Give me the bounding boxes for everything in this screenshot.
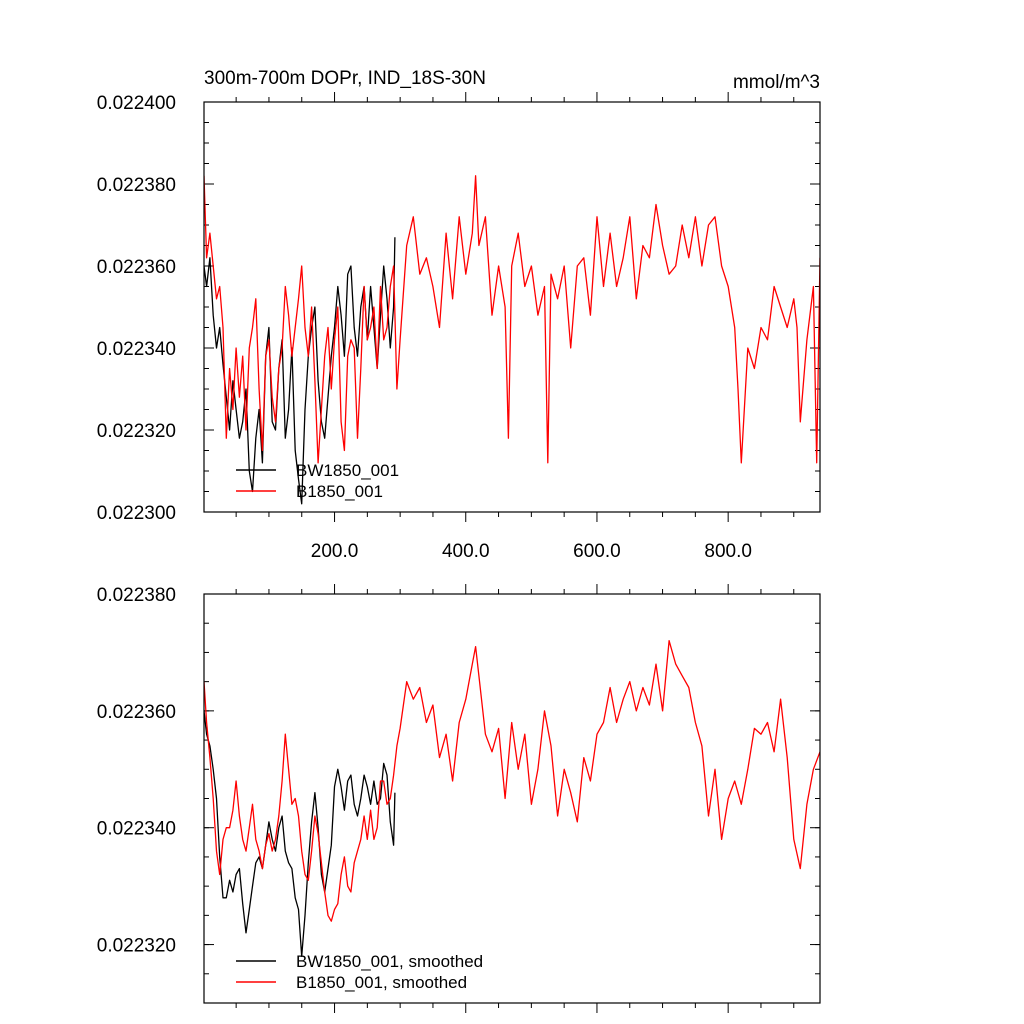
x-tick-label: 200.0 <box>311 541 359 562</box>
y-tick-label: 0.022380 <box>97 175 176 196</box>
legend-label: B1850_001 <box>296 482 383 501</box>
top-minor-ticks <box>204 101 820 513</box>
series-line-b1850-001 <box>204 175 820 464</box>
legend-label: BW1850_001 <box>296 461 399 480</box>
y-tick-label: 0.022400 <box>97 93 176 114</box>
bottom-y-ticks: 0.022320 0.022340 0.022360 0.022380 <box>97 585 820 957</box>
y-tick-label: 0.022320 <box>97 936 176 957</box>
x-tick-label: 800.0 <box>704 541 752 562</box>
top-y-ticks: 0.022300 0.022320 0.022340 0.022360 0.022380… <box>97 93 820 524</box>
top-panel: 300m-700m DOPr, IND_18S-30N mmol/m^3 0.0… <box>97 68 821 562</box>
top-x-ticks: 200.0 400.0 600.0 800.0 <box>235 92 795 562</box>
y-tick-label: 0.022340 <box>97 819 176 840</box>
bottom-plot-frame <box>203 593 821 1004</box>
bottom-panel: 0.022320 0.022340 0.022360 0.022380 BW1850_… <box>97 584 821 1013</box>
series-line-b1850-001-smoothed <box>204 640 820 922</box>
y-tick-label: 0.022300 <box>97 503 176 524</box>
top-title: 300m-700m DOPr, IND_18S-30N <box>204 68 486 89</box>
series-line-bw1850-001-smoothed <box>204 710 396 957</box>
top-units: mmol/m^3 <box>733 72 820 93</box>
top-plot-area <box>204 175 820 505</box>
top-plot-frame <box>203 101 821 513</box>
y-tick-label: 0.022320 <box>97 421 176 442</box>
x-tick-label: 600.0 <box>573 541 621 562</box>
y-tick-label: 0.022340 <box>97 339 176 360</box>
legend-label: B1850_001, smoothed <box>296 973 467 992</box>
bottom-plot-area <box>204 640 820 957</box>
y-tick-label: 0.022360 <box>97 702 176 723</box>
y-tick-label: 0.022360 <box>97 257 176 278</box>
y-tick-label: 0.022380 <box>97 585 176 606</box>
bottom-x-ticks <box>235 584 795 1013</box>
legend-label: BW1850_001, smoothed <box>296 952 483 971</box>
top-legend: BW1850_001 B1850_001 <box>236 461 399 501</box>
bottom-legend: BW1850_001, smoothed B1850_001, smoothed <box>236 952 483 992</box>
x-tick-label: 400.0 <box>442 541 490 562</box>
